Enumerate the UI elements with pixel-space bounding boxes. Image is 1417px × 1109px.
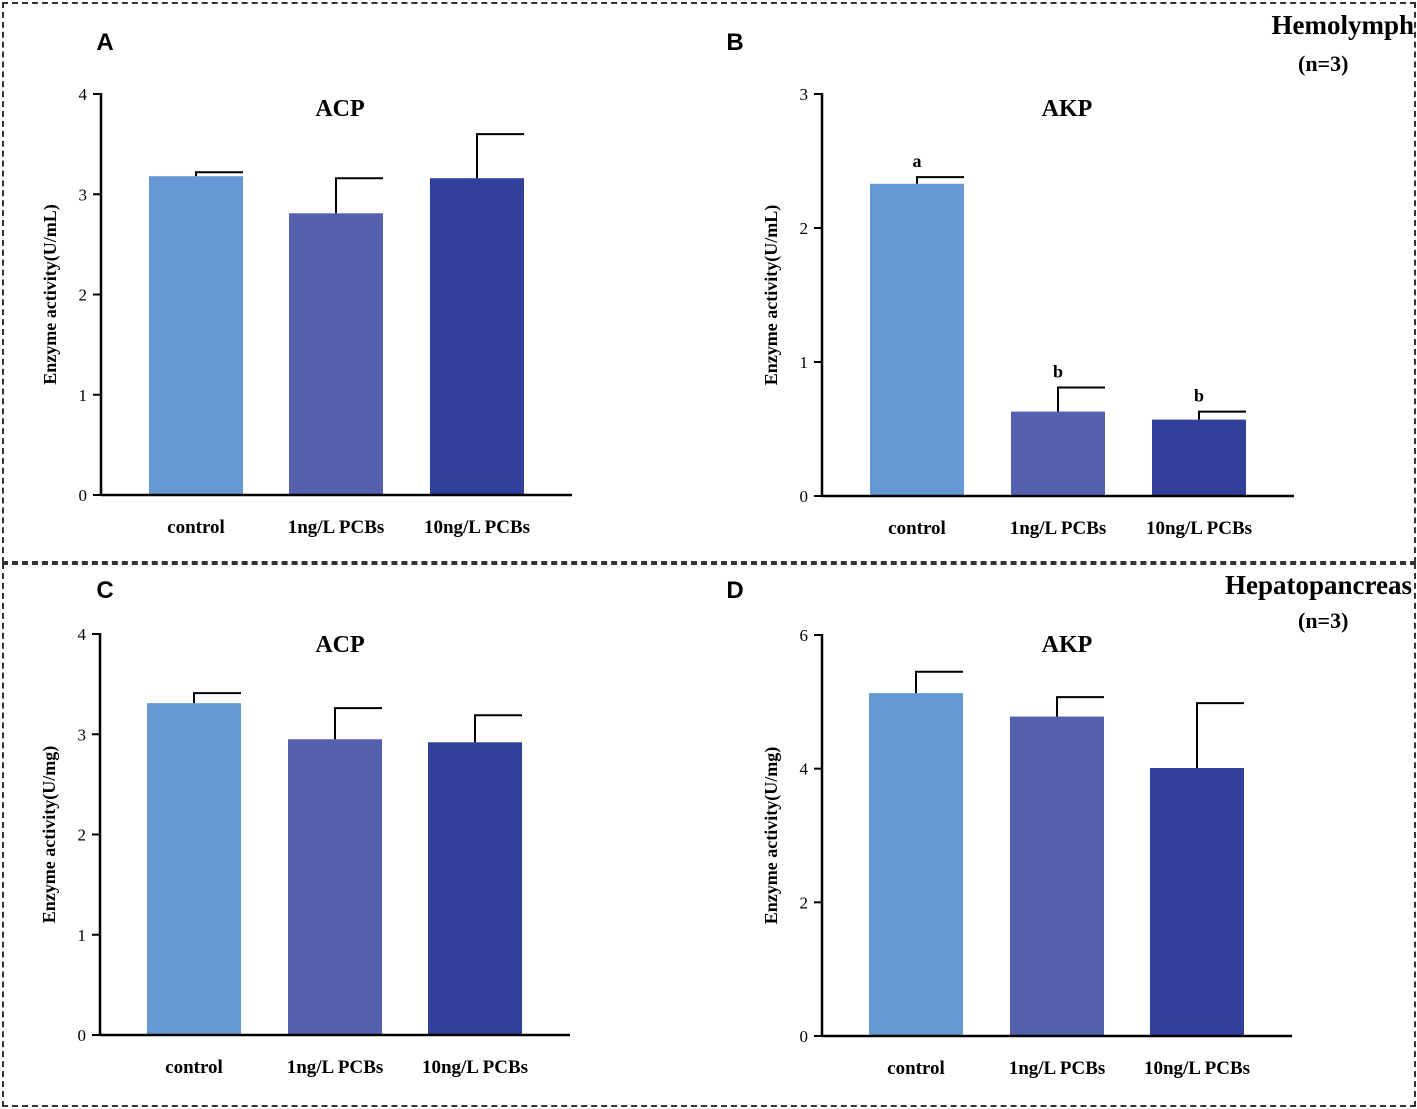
y-tick-label: 1 bbox=[78, 926, 87, 945]
hemolymph-label: Hemolymph bbox=[1271, 10, 1414, 40]
panel-letter: D bbox=[726, 577, 743, 604]
bar-control bbox=[149, 176, 243, 495]
y-tick-label: 1 bbox=[800, 353, 809, 372]
bar-1ng-l-pcbs bbox=[289, 213, 383, 496]
bar-control bbox=[147, 703, 241, 1035]
y-tick-label: 6 bbox=[800, 626, 809, 645]
y-tick-label: 0 bbox=[800, 487, 809, 506]
hemolymph-frame bbox=[2, 2, 1416, 563]
x-tick-label: 10ng/L PCBs bbox=[422, 1057, 528, 1078]
y-tick-label: 4 bbox=[79, 85, 88, 104]
bar-10ng-l-pcbs bbox=[1152, 419, 1246, 496]
y-tick-label: 3 bbox=[800, 85, 809, 104]
y-axis-label: Enzyme activity(U/mg) bbox=[761, 747, 782, 924]
x-tick-label: 10ng/L PCBs bbox=[424, 517, 530, 538]
bar-1ng-l-pcbs bbox=[1011, 411, 1105, 496]
y-axis-label: Enzyme activity(U/mL) bbox=[40, 204, 61, 384]
bar-10ng-l-pcbs bbox=[430, 178, 524, 495]
y-tick-label: 2 bbox=[800, 219, 809, 238]
y-tick-label: 1 bbox=[79, 386, 88, 405]
panel-letter: A bbox=[96, 29, 113, 56]
x-tick-label: 1ng/L PCBs bbox=[287, 1057, 384, 1078]
y-tick-label: 4 bbox=[78, 625, 87, 644]
x-tick-label: 1ng/L PCBs bbox=[288, 517, 385, 538]
bar-10ng-l-pcbs bbox=[1150, 767, 1244, 1036]
hepatopancreas-label: Hepatopancreas bbox=[1225, 570, 1412, 600]
y-tick-label: 0 bbox=[79, 486, 88, 505]
x-tick-label: control bbox=[888, 518, 946, 539]
y-tick-label: 3 bbox=[78, 725, 87, 744]
bar-control bbox=[869, 693, 963, 1036]
chart-title: ACP bbox=[315, 632, 364, 658]
y-axis-label: Enzyme activity(U/mg) bbox=[39, 746, 60, 923]
chart-title: ACP bbox=[315, 96, 364, 122]
significance-letter: b bbox=[1194, 386, 1204, 406]
significance-letter: b bbox=[1053, 361, 1063, 381]
y-tick-label: 0 bbox=[800, 1027, 809, 1046]
hepatopancreas-n-label: (n=3) bbox=[1298, 608, 1349, 633]
chart-title: AKP bbox=[1042, 96, 1093, 122]
significance-letter: a bbox=[913, 151, 922, 171]
y-tick-label: 2 bbox=[78, 826, 87, 845]
panel-letter: B bbox=[726, 29, 743, 56]
x-tick-label: 10ng/L PCBs bbox=[1144, 1058, 1250, 1079]
y-tick-label: 4 bbox=[800, 760, 809, 779]
y-tick-label: 2 bbox=[79, 286, 88, 305]
bar-1ng-l-pcbs bbox=[1010, 716, 1104, 1036]
x-tick-label: 10ng/L PCBs bbox=[1146, 518, 1252, 539]
y-tick-label: 3 bbox=[79, 185, 88, 204]
y-tick-label: 2 bbox=[800, 893, 809, 912]
bar-1ng-l-pcbs bbox=[288, 739, 382, 1035]
panel-letter: C bbox=[96, 577, 113, 604]
x-tick-label: 1ng/L PCBs bbox=[1010, 518, 1107, 539]
x-tick-label: 1ng/L PCBs bbox=[1009, 1058, 1106, 1079]
chart-title: AKP bbox=[1042, 632, 1093, 658]
hemolymph-n-label: (n=3) bbox=[1298, 51, 1349, 76]
x-tick-label: control bbox=[167, 517, 225, 538]
bar-control bbox=[870, 183, 964, 496]
x-tick-label: control bbox=[887, 1058, 945, 1079]
x-tick-label: control bbox=[165, 1057, 223, 1078]
bar-10ng-l-pcbs bbox=[428, 742, 522, 1035]
y-axis-label: Enzyme activity(U/mL) bbox=[761, 205, 782, 385]
y-tick-label: 0 bbox=[78, 1026, 87, 1045]
hepatopancreas-frame bbox=[2, 563, 1416, 1107]
